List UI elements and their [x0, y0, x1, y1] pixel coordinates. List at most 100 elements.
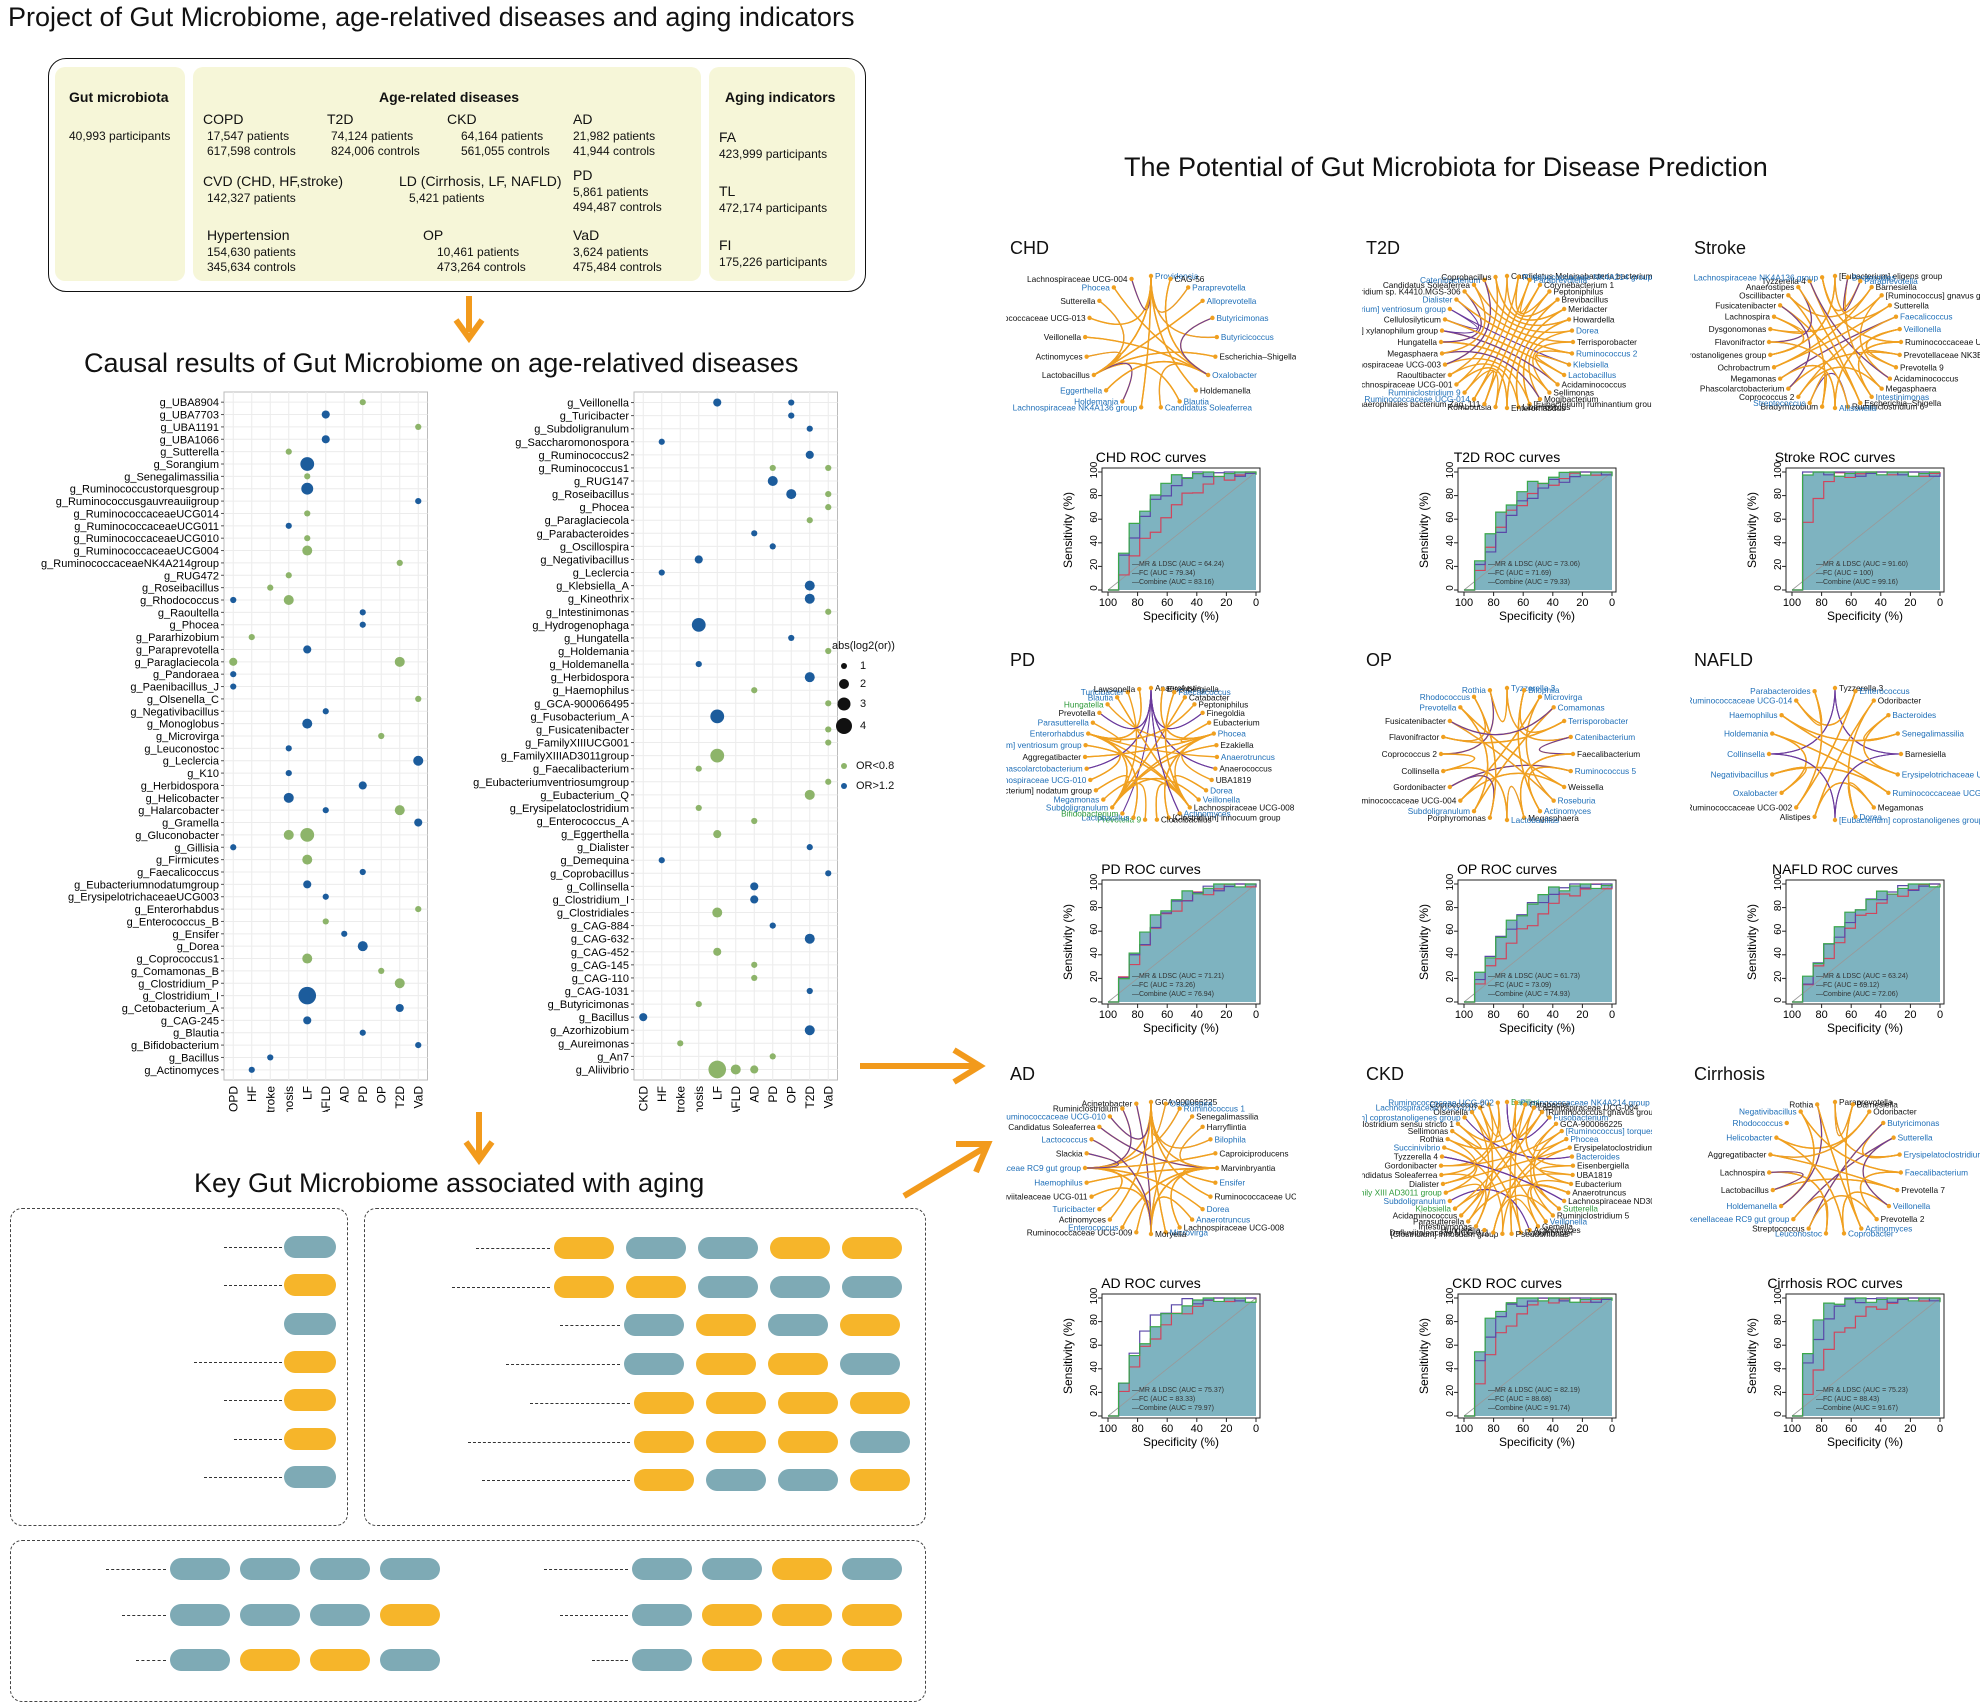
roc-x-tick-label: 80	[1131, 1423, 1143, 1435]
network-node	[1440, 1181, 1446, 1187]
x-tick-label: AD	[747, 1086, 761, 1103]
network-edge	[1441, 350, 1541, 400]
bubble-point	[804, 593, 815, 604]
network-node	[1148, 1099, 1154, 1105]
bubble-point	[750, 1065, 759, 1074]
network-node	[1089, 1194, 1094, 1199]
connector-line	[224, 1400, 282, 1402]
roc-x-tick-label: 40	[1547, 1423, 1559, 1435]
network-edge	[1473, 696, 1497, 818]
bubble-point	[805, 450, 814, 459]
network-node	[1565, 1190, 1571, 1195]
x-tick-label: COPD	[226, 1086, 240, 1112]
bubble-point	[769, 464, 776, 472]
roc-x-tick-label: 40	[1191, 1423, 1203, 1435]
y-tick-label: g_Collinsella	[567, 881, 630, 893]
taxon-label: Ruminococcaceae UCG-002	[1388, 1098, 1494, 1108]
taxon-label: Helicobacter	[1726, 1133, 1772, 1143]
taxon-label: Parabacteroides	[1750, 686, 1810, 696]
network-edge	[1443, 766, 1508, 821]
y-tick-label: g_Clostridium_P	[138, 978, 219, 990]
network-edge	[1515, 308, 1565, 408]
disease-tag	[842, 1649, 902, 1671]
network-edge	[1813, 700, 1875, 817]
taxon-label: Weissella	[1568, 782, 1604, 792]
network-node	[1114, 695, 1120, 700]
y-tick-label: g_Leclercia	[163, 756, 220, 768]
connector-line	[560, 1325, 620, 1327]
taxon-label: [Ruminococcus] torques group	[1566, 1126, 1652, 1136]
disease-tag	[770, 1237, 830, 1259]
y-tick-label: g_Intestinimonas	[546, 607, 630, 619]
y-tick-label: g_RuminococcaceaeUCG014	[73, 508, 219, 520]
disease-tag	[170, 1603, 230, 1626]
roc-y-tick-label: 40	[1445, 1361, 1456, 1373]
taxon-label: Haemophilus	[1034, 1178, 1082, 1188]
network-edge	[1538, 736, 1574, 755]
roc-curve-combine	[1464, 1297, 1613, 1417]
bubble-point	[825, 739, 832, 746]
disease-tag	[634, 1391, 694, 1414]
bubble-point	[825, 778, 832, 785]
network-node	[1200, 1124, 1205, 1130]
taxon-label: Lachnospiraceae UCG-008	[1194, 802, 1295, 812]
network-node	[1504, 1099, 1510, 1105]
taxon-label: Escherichia–Shigella	[1219, 352, 1296, 362]
roc-xlabel: Specificity (%)	[1143, 1435, 1219, 1449]
x-tick-label: LF	[710, 1086, 724, 1100]
network-node	[1462, 390, 1467, 395]
y-tick-label: g_Demequina	[561, 855, 630, 867]
bubble-point	[321, 410, 330, 419]
roc-diagonal	[1791, 883, 1941, 1003]
y-tick-label: g_Haemophilus	[553, 685, 630, 697]
network-edge	[1795, 691, 1857, 808]
network-edge	[1769, 1171, 1828, 1234]
network-node	[1137, 686, 1142, 692]
network-edge	[1797, 286, 1861, 404]
arrow-down-icon	[453, 296, 485, 344]
taxon-label: Prevotella	[1058, 708, 1095, 718]
taxon-label: Flavonifractor	[1715, 337, 1765, 347]
network-node	[1491, 1230, 1496, 1235]
roc-curve-combine	[1464, 883, 1613, 1003]
network-edge	[1795, 691, 1857, 726]
taxon-label: Blautia	[1184, 396, 1210, 406]
roc-legend-entry: —FC (AUC = 73.09)	[1488, 982, 1551, 989]
y-tick-label: g_Butyricimonas	[548, 999, 630, 1011]
network-edge	[1440, 291, 1482, 343]
legend-title: abs(log2(or))	[832, 640, 895, 652]
network-node	[1845, 275, 1851, 280]
network-edge	[1494, 290, 1550, 408]
bubble-point	[825, 870, 832, 877]
network-node	[1148, 273, 1154, 279]
network-node	[1812, 689, 1817, 694]
roc-x-tick-label: 20	[1220, 1009, 1232, 1021]
bubble-point	[303, 880, 312, 889]
network-node	[1458, 705, 1463, 710]
network-node	[1561, 784, 1567, 790]
prediction-panel: PD Anaerofustis Eisenbergiella Faecalicoccu…	[1006, 650, 1296, 1050]
network-edge	[1528, 329, 1573, 400]
roc-y-tick-label: 80	[1773, 900, 1784, 912]
taxon-label: Oscillibacter	[1739, 290, 1784, 300]
network-edge	[1449, 764, 1571, 788]
taxon-label: Ruminiclostridium 5	[1557, 1210, 1630, 1220]
taxon-label: Ruminococcaceae UCG-010	[1006, 1111, 1106, 1121]
taxon-label: Candidatus Melainabacteria bacterium MEL…	[1511, 271, 1652, 281]
taxon-label: [Clostridium] innocuum group	[1173, 813, 1281, 823]
roc-y-tick-label: 0	[1773, 997, 1784, 1003]
network-roc-graphic: AnaerofustisEisenbergiellaFaecalicoccusC…	[1006, 683, 1295, 1035]
network-node	[1101, 797, 1106, 802]
roc-curve-fc	[1108, 883, 1257, 1003]
network-node	[1569, 1154, 1575, 1159]
network-node	[1469, 1109, 1475, 1115]
network-edge	[1772, 766, 1807, 794]
taxon-label: Bacteroides	[1576, 1152, 1620, 1162]
y-tick-label: g_Herbidospora	[141, 780, 220, 792]
network-edge	[1768, 753, 1836, 821]
taxon-label: Lachnospiraceae UCG-010	[1006, 775, 1087, 785]
taxon-label: Dysgonomonas	[1709, 324, 1767, 334]
bubble-point	[415, 695, 422, 703]
x-tick-label: VaD	[821, 1086, 835, 1109]
roc-y-tick-label: 20	[1773, 1384, 1784, 1396]
